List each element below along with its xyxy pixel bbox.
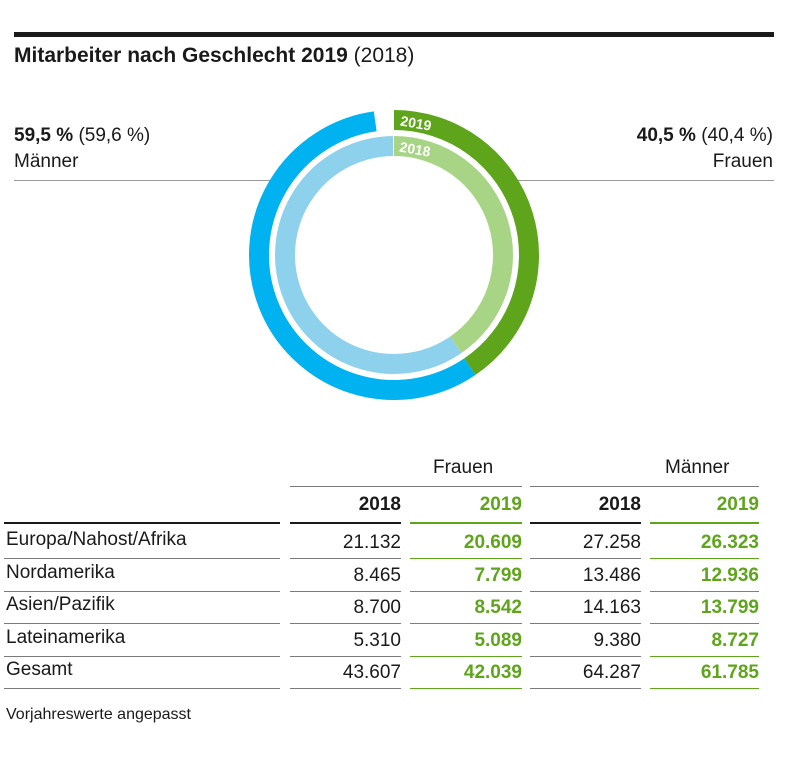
year-header-maenner-2019: 2019 [716,494,759,515]
row-rule [530,688,641,689]
arc-frauen-2019 [393,110,539,375]
top-rule [14,32,774,37]
year-header-frauen-2019: 2019 [479,494,522,515]
table-cell: 27.258 [582,532,641,553]
row-rule [650,623,759,624]
ring-label-2019: 2019 [399,113,433,134]
row-rule [410,655,522,657]
row-rule [4,688,280,689]
row-label: Gesamt [6,659,73,680]
legend-frauen: 40,5 % (40,4 %) Frauen [637,123,773,175]
maenner-value: 59,5 % [14,125,74,146]
table-cell: 21.132 [342,532,401,553]
footnote: Vorjahreswerte angepasst [6,706,191,723]
row-label: Lateinamerika [6,626,126,648]
frauen-prev: (40,4 %) [701,125,773,146]
row-rule [4,655,280,657]
row-rule [410,558,522,559]
maenner-prev: (59,6 %) [78,125,151,146]
group-header-maenner: Männer [665,457,730,478]
table-cell: 5.089 [474,629,522,651]
row-rule [650,590,759,592]
row-rule [530,590,641,592]
frauen-label: Frauen [712,151,773,172]
year-header-frauen-2018: 2018 [358,494,401,515]
header-rule-maenner-2018 [530,522,641,524]
table-cell: 14.163 [582,597,641,618]
table-cell: 8.700 [353,597,401,618]
frauen-value: 40,5 % [636,125,696,146]
legend-rule-left [14,180,270,181]
row-rule [650,688,759,689]
row-rule [650,655,759,657]
table-cell: 8.465 [353,564,401,586]
table-cell: 7.799 [474,564,522,586]
table-cell: 26.323 [700,532,759,553]
legend-rule-right [518,180,774,181]
header-rule-frauen-2019 [410,522,522,524]
legend-maenner: 59,5 % (59,6 %) Männer [14,123,150,175]
header-rule-label [4,522,280,524]
row-label: Europa/Nahost/Afrika [6,529,187,550]
donut-chart: 2019 2018 [249,110,539,400]
row-rule [410,623,522,624]
row-rule [290,590,401,592]
row-label: Nordamerika [6,561,115,583]
header-rule-frauen-2018 [290,522,401,524]
table-cell: 5.310 [353,629,401,651]
table-cell: 43.607 [342,662,401,683]
row-rule [650,558,759,559]
row-rule [410,688,522,689]
table-cell: 64.287 [582,662,641,683]
row-rule [290,558,401,559]
row-rule [290,688,401,689]
row-rule [4,558,280,559]
maenner-label: Männer [14,151,79,172]
table-cell: 42.039 [463,662,522,683]
table-cell: 13.799 [700,597,759,618]
row-rule [290,655,401,657]
row-rule [290,623,401,624]
row-rule [530,655,641,657]
arc-maenner-2018 [275,136,462,374]
row-rule [4,590,280,592]
table-cell: 61.785 [700,662,759,683]
group-header-frauen: Frauen [433,457,494,478]
title-main: Mitarbeiter nach Geschlecht 2019 [14,44,348,67]
table-cell: 9.380 [593,629,641,651]
row-rule [4,623,280,624]
arc-frauen-2018 [393,136,513,353]
table-cell: 8.542 [474,597,522,618]
table-cell: 13.486 [582,564,641,586]
row-rule [530,558,641,559]
row-rule [410,590,522,592]
arc-maenner-2019 [249,111,476,400]
ring-label-2018: 2018 [398,139,432,160]
title-prev-year: (2018) [353,44,415,67]
table-cell: 12.936 [700,564,759,586]
table-cell: 20.609 [463,532,522,553]
table-cell: 8.727 [711,629,759,651]
chart-title: Mitarbeiter nach Geschlecht 2019 (2018) [14,44,414,68]
row-label: Asien/Pazifik [6,594,115,615]
year-header-maenner-2018: 2018 [598,494,641,515]
row-rule [530,623,641,624]
group-rule-maenner [530,486,759,487]
group-rule-frauen [290,486,522,487]
header-rule-maenner-2019 [650,522,759,524]
